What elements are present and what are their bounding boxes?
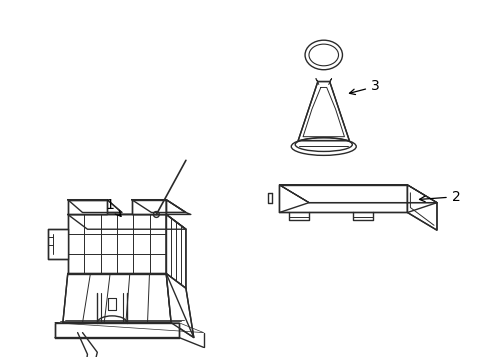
Polygon shape xyxy=(166,215,185,288)
Polygon shape xyxy=(131,200,166,215)
Text: 1: 1 xyxy=(105,198,121,216)
Polygon shape xyxy=(55,323,179,338)
Polygon shape xyxy=(63,274,171,323)
Polygon shape xyxy=(166,274,193,338)
Polygon shape xyxy=(48,229,68,259)
Text: 2: 2 xyxy=(419,190,460,204)
Polygon shape xyxy=(298,82,348,141)
Polygon shape xyxy=(68,215,166,274)
Polygon shape xyxy=(131,200,185,212)
Text: 3: 3 xyxy=(349,80,379,95)
Polygon shape xyxy=(279,185,436,203)
Polygon shape xyxy=(68,200,107,215)
Polygon shape xyxy=(68,200,122,212)
Polygon shape xyxy=(68,215,185,229)
Polygon shape xyxy=(279,185,407,212)
Polygon shape xyxy=(407,185,436,230)
